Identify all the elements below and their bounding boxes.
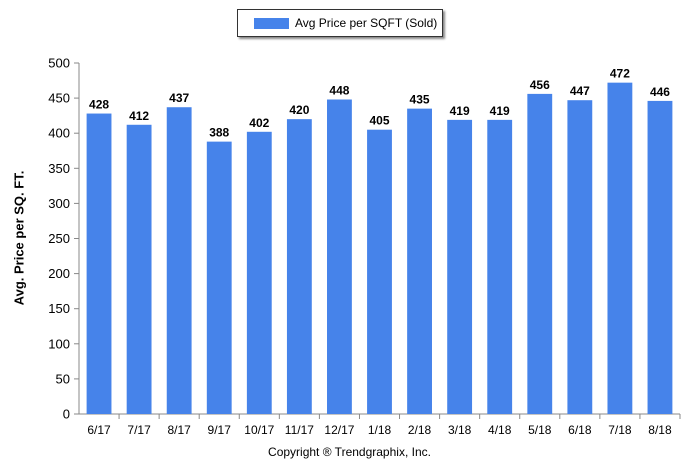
data-label: 428	[89, 98, 109, 112]
bar	[447, 119, 473, 414]
data-label: 446	[650, 85, 670, 99]
data-label: 448	[329, 84, 349, 98]
data-label: 388	[209, 126, 229, 140]
bar	[286, 119, 312, 414]
x-tick-label: 6/17	[87, 423, 111, 437]
bar	[567, 100, 593, 415]
legend: Avg Price per SQFT (Sold)	[237, 9, 443, 37]
copyright-footer: Copyright ® Trendgraphix, Inc.	[268, 445, 431, 459]
legend-label: Avg Price per SQFT (Sold)	[295, 16, 438, 30]
x-tick-label: 7/18	[608, 423, 632, 437]
x-tick-label: 4/18	[488, 423, 512, 437]
data-label: 419	[490, 104, 510, 118]
y-tick-label: 0	[63, 407, 70, 422]
x-tick-label: 8/17	[167, 423, 191, 437]
y-tick-label: 200	[48, 266, 70, 281]
x-tick-label: 2/18	[408, 423, 432, 437]
x-tick-label: 12/17	[324, 423, 354, 437]
y-tick-label: 150	[48, 301, 70, 316]
bar	[246, 131, 272, 414]
y-tick-label: 400	[48, 126, 70, 141]
y-tick-label: 350	[48, 161, 70, 176]
data-label: 419	[450, 104, 470, 118]
data-label: 447	[570, 84, 590, 98]
data-label: 412	[129, 109, 149, 123]
y-tick-label: 100	[48, 336, 70, 351]
bar	[527, 93, 553, 414]
x-tick-label: 6/18	[568, 423, 592, 437]
y-tick-label: 450	[48, 91, 70, 106]
data-label: 402	[249, 116, 269, 130]
bar	[86, 113, 112, 414]
y-tick-label: 50	[56, 371, 70, 386]
data-label: 405	[369, 114, 389, 128]
data-label: 435	[410, 93, 430, 107]
y-tick-label: 300	[48, 196, 70, 211]
x-tick-label: 8/18	[648, 423, 672, 437]
bar	[327, 99, 352, 414]
bar	[206, 141, 232, 414]
data-label: 437	[169, 91, 189, 105]
x-tick-label: 10/17	[244, 423, 274, 437]
bar	[647, 100, 673, 415]
y-tick-label: 500	[48, 56, 70, 71]
x-tick-label: 7/17	[127, 423, 151, 437]
bar	[367, 129, 392, 414]
data-label: 420	[289, 103, 309, 117]
x-tick-label: 1/18	[368, 423, 392, 437]
legend-swatch	[254, 18, 289, 29]
x-tick-label: 11/17	[285, 423, 314, 437]
y-tick-label: 250	[48, 231, 70, 246]
x-tick-label: 3/18	[448, 423, 472, 437]
bar	[607, 82, 633, 414]
data-label: 456	[530, 78, 550, 92]
x-tick-label: 9/17	[208, 423, 232, 437]
bar	[487, 119, 513, 414]
data-label: 472	[610, 67, 630, 81]
x-tick-label: 5/18	[528, 423, 552, 437]
bar	[407, 108, 432, 414]
bar	[166, 107, 192, 414]
bar	[126, 124, 152, 414]
